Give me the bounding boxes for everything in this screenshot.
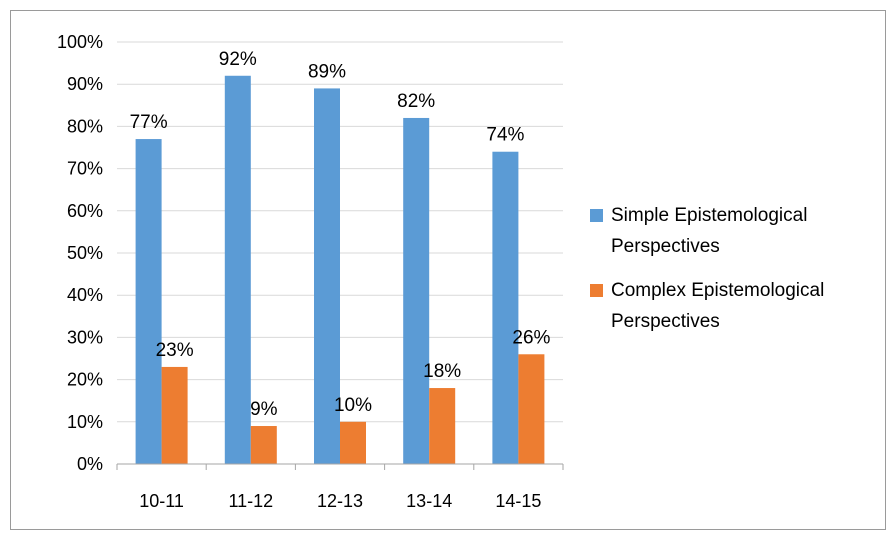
chart-frame: 0% 10% 20% 30% 40% 50% 60% 70% 80% 90% 100% 10-11 11… [10, 10, 886, 530]
data-label: 23% [156, 340, 194, 361]
data-label: 82% [397, 91, 435, 112]
y-tick-label: 30% [67, 327, 103, 347]
bar-complex [161, 366, 188, 464]
data-label: 92% [219, 49, 257, 70]
legend-label: Perspectives [611, 236, 720, 257]
x-tick-label: 14-15 [495, 491, 541, 511]
bar-complex [518, 354, 545, 464]
data-labels: 77% 92% 89% 82% 74% 23% 9% 10% 18% 26% [130, 49, 551, 420]
y-tick-label: 10% [67, 412, 103, 432]
data-label: 26% [512, 327, 550, 348]
bar-simple [135, 139, 162, 464]
x-tick-label: 13-14 [406, 491, 452, 511]
legend: Simple Epistemological Perspectives Comple… [590, 205, 824, 332]
bar-chart: 0% 10% 20% 30% 40% 50% 60% 70% 80% 90% 100% 10-11 11… [57, 32, 824, 511]
legend-swatch-simple [590, 209, 603, 222]
data-label: 77% [130, 112, 168, 133]
bar-complex [340, 421, 366, 464]
bar-complex [429, 388, 456, 464]
x-tick-label: 10-11 [139, 491, 184, 511]
y-tick-label: 20% [67, 370, 103, 390]
data-label: 10% [334, 395, 372, 416]
legend-label: Complex Epistemological [611, 280, 824, 301]
y-tick-label: 90% [67, 74, 103, 94]
y-tick-label: 50% [67, 243, 103, 263]
bar-simple [314, 88, 340, 465]
y-tick-label: 80% [67, 116, 103, 136]
x-tick-label: 12-13 [317, 491, 363, 511]
y-tick-label: 40% [67, 285, 103, 305]
bars [135, 75, 545, 465]
y-tick-label: 100% [57, 32, 103, 52]
legend-label: Perspectives [611, 311, 720, 332]
x-tick-label: 11-12 [228, 491, 273, 511]
data-label: 18% [423, 361, 461, 382]
bar-simple [224, 75, 251, 464]
bar-simple [403, 117, 430, 465]
axes: 0% 10% 20% 30% 40% 50% 60% 70% 80% 90% 100% 10-11 11… [57, 32, 564, 511]
legend-label: Simple Epistemological [611, 205, 807, 226]
y-tick-label: 70% [67, 159, 103, 179]
data-label: 9% [250, 399, 278, 420]
bar-complex [250, 426, 277, 464]
data-label: 74% [486, 125, 524, 146]
data-label: 89% [308, 61, 346, 82]
legend-swatch-complex [590, 284, 603, 297]
y-tick-label: 60% [67, 201, 103, 221]
bar-simple [492, 151, 519, 464]
y-tick-label: 0% [77, 454, 103, 474]
